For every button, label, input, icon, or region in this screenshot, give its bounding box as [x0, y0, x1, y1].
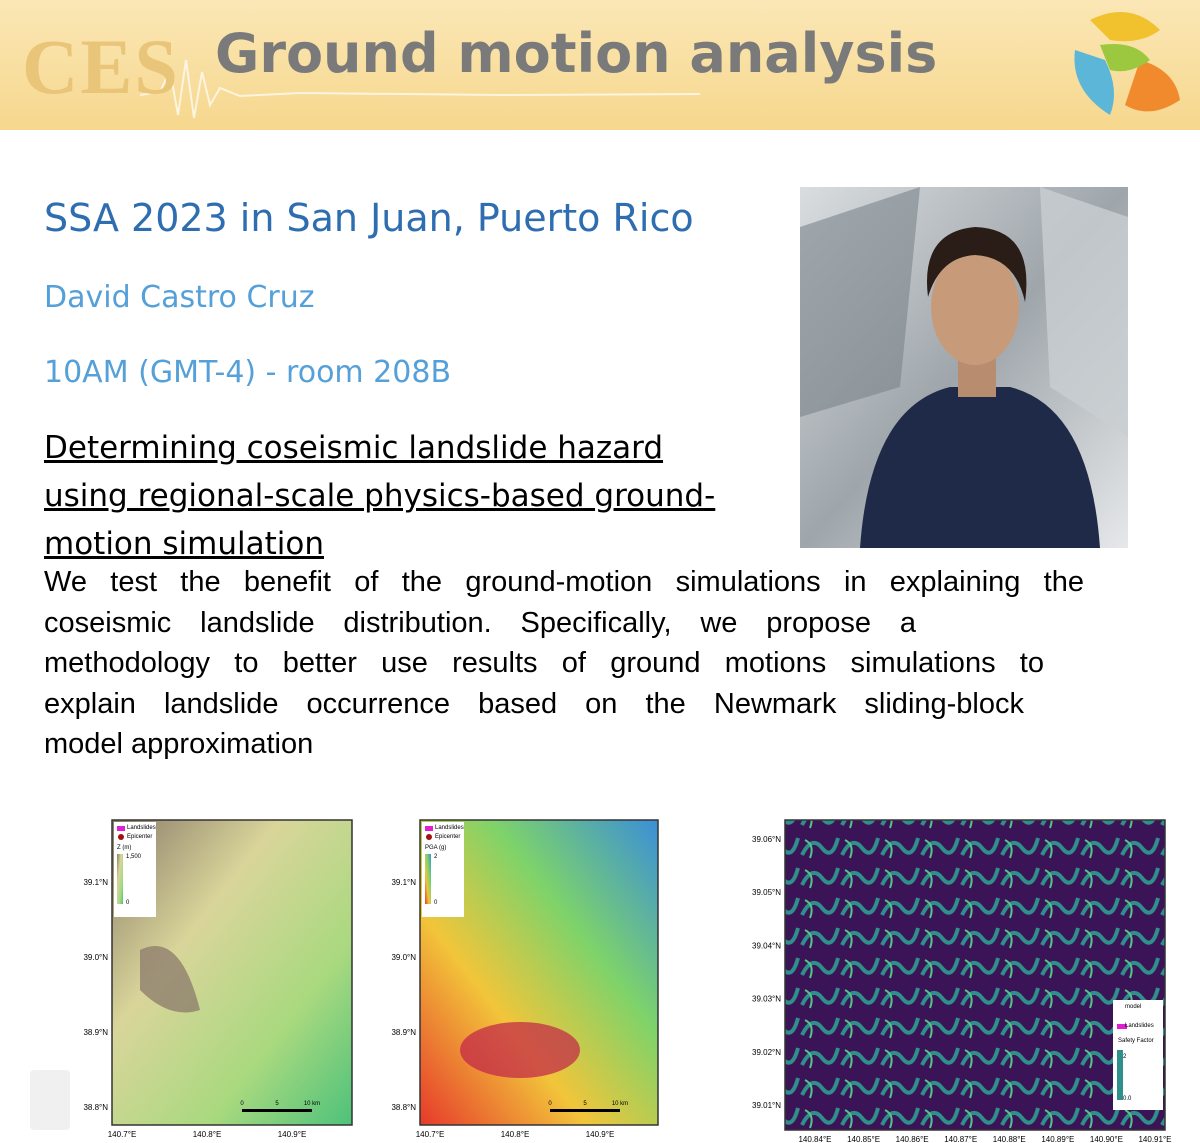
x-tick-label: 140.88°E	[993, 1135, 1026, 1143]
legend-swatch	[426, 834, 432, 840]
y-tick-label: 38.8°N	[391, 1103, 416, 1112]
header-decoration	[139, 12, 1180, 119]
scale-bar	[550, 1109, 620, 1112]
legend-swatch	[425, 826, 433, 831]
scale-bar	[242, 1109, 312, 1112]
x-tick-label: 140.7°E	[108, 1130, 137, 1139]
x-tick-label: 140.86°E	[896, 1135, 929, 1143]
x-tick-label: 140.90°E	[1090, 1135, 1123, 1143]
abstract-line: explain landslide occurrence based on th…	[44, 687, 1024, 720]
legend-swatch	[1117, 1024, 1127, 1029]
legend-label: 2	[434, 854, 438, 860]
talk-title: Determining coseismic landslide hazard us…	[44, 424, 715, 568]
speaker-photo	[800, 187, 1128, 548]
legend-label: 0	[126, 900, 130, 906]
x-tick-label: 140.84°E	[798, 1135, 831, 1143]
abstract-line: methodology to better use results of gro…	[44, 647, 1044, 679]
slide-title: Ground motion analysis	[215, 22, 938, 85]
x-tick-label: 140.8°E	[193, 1130, 222, 1139]
session-time: 10AM (GMT-4) - room 208B	[44, 355, 452, 390]
legend-label: Landslides	[1125, 1023, 1154, 1029]
scale-label: 5	[583, 1101, 587, 1107]
y-tick-label: 38.8°N	[83, 1103, 108, 1112]
talk-title-line: using regional-scale physics-based groun…	[44, 478, 716, 514]
y-tick-label: 39.0°N	[391, 953, 416, 962]
legend-label: 2	[1123, 1054, 1127, 1060]
colorbar	[1117, 1050, 1123, 1100]
y-tick-label: 39.1°N	[83, 878, 108, 887]
y-tick-label: 39.04°N	[752, 941, 781, 950]
legend-label: PGA (g)	[425, 845, 446, 851]
y-tick-label: 39.0°N	[83, 953, 108, 962]
legend-label: model	[1125, 1004, 1141, 1010]
x-tick-label: 140.8°E	[501, 1130, 530, 1139]
y-tick-label: 38.9°N	[83, 1028, 108, 1037]
scale-label: 10 km	[612, 1101, 628, 1107]
x-tick-label: 140.89°E	[1041, 1135, 1074, 1143]
y-tick-label: 38.9°N	[391, 1028, 416, 1037]
legend-label: 0.0	[1123, 1096, 1132, 1102]
abstract-line: coseismic landslide distribution. Specif…	[44, 606, 916, 639]
legend-label: Landslides	[435, 825, 464, 831]
colorbar	[117, 854, 123, 904]
abstract-line: We test the benefit of the ground-motion…	[44, 566, 1084, 598]
legend-swatch	[117, 826, 125, 831]
speaker: David Castro Cruz	[44, 280, 315, 315]
abstract: We test the benefit of the ground-motion…	[44, 562, 1084, 765]
talk-title-line: Determining coseismic landslide hazard	[44, 430, 664, 466]
legend-label: Landslides	[127, 825, 156, 831]
x-tick-label: 140.85°E	[847, 1135, 880, 1143]
event-heading: SSA 2023 in San Juan, Puerto Rico	[44, 196, 694, 240]
abstract-line: model approximation	[44, 728, 314, 760]
map-frame	[111, 819, 353, 1126]
scale-label: 0	[548, 1101, 552, 1107]
x-tick-label: 140.7°E	[416, 1130, 445, 1139]
y-tick-label: 39.03°N	[752, 995, 781, 1004]
footer-logo	[30, 1070, 70, 1130]
x-tick-label: 140.9°E	[278, 1130, 307, 1139]
scale-label: 10 km	[304, 1101, 320, 1107]
legend-label: Epicenter	[435, 834, 460, 840]
x-tick-label: 140.91°E	[1138, 1135, 1171, 1143]
legend-swatch	[118, 834, 124, 840]
map-frame	[784, 819, 1166, 1131]
legend-label: Safety Factor	[1118, 1038, 1154, 1044]
map-safety-factor	[785, 820, 1165, 1130]
legend-label: 1,500	[126, 854, 142, 860]
y-tick-label: 39.01°N	[752, 1101, 781, 1110]
scale-label: 0	[240, 1101, 244, 1107]
x-tick-label: 140.87°E	[944, 1135, 977, 1143]
y-tick-label: 39.05°N	[752, 888, 781, 897]
map-frame	[419, 819, 659, 1126]
y-tick-label: 39.1°N	[391, 878, 416, 887]
talk-title-line: motion simulation	[44, 526, 324, 562]
colorbar	[425, 854, 431, 904]
y-tick-label: 39.02°N	[752, 1048, 781, 1057]
maps: 39.1°N 39.0°N 38.9°N 38.8°N 140.7°E 140.8°E 14…	[30, 819, 1172, 1143]
header-band	[0, 0, 1200, 130]
legend-label: Epicenter	[127, 834, 152, 840]
logo-text: CES	[22, 23, 180, 110]
y-tick-label: 39.06°N	[752, 835, 781, 844]
legend-label: 0	[434, 900, 438, 906]
scale-label: 5	[275, 1101, 279, 1107]
legend-label: Z (m)	[117, 845, 131, 851]
x-tick-label: 140.9°E	[586, 1130, 615, 1139]
